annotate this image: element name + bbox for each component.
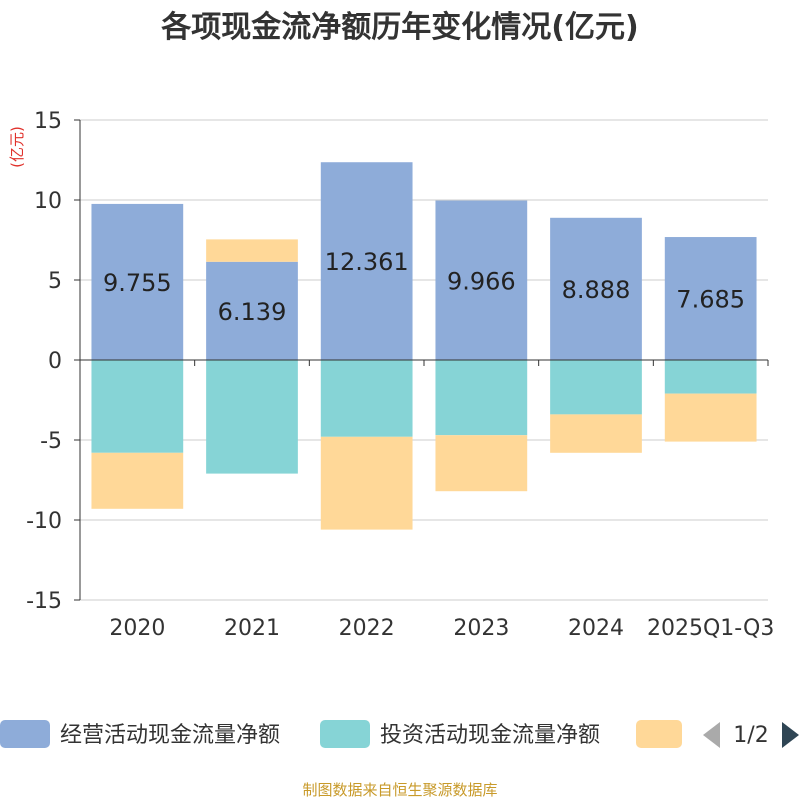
x-tick-label: 2025Q1-Q3	[647, 616, 774, 641]
data-label: 8.888	[562, 276, 631, 304]
data-label: 7.685	[676, 286, 745, 314]
chart-title: 各项现金流净额历年变化情况(亿元)	[160, 10, 638, 45]
bar-series0-2023[interactable]	[435, 200, 528, 360]
data-label: 12.361	[325, 248, 409, 276]
legend-prev-page-icon[interactable]	[703, 722, 720, 748]
data-label: 9.966	[447, 267, 516, 295]
y-tick-label: -5	[40, 429, 62, 454]
y-tick-label: -10	[26, 509, 62, 534]
bar-series1-2020[interactable]	[91, 360, 184, 453]
bar-series1-2022[interactable]	[320, 360, 413, 437]
legend-swatch-investing[interactable]	[320, 720, 370, 748]
data-label: 9.755	[103, 269, 172, 297]
y-tick-label: 5	[48, 269, 62, 294]
legend-next-page-icon[interactable]	[782, 722, 799, 748]
y-tick-labels: 15 10 5 0 -5 -10 -15	[26, 109, 62, 614]
bar-series2-2024[interactable]	[550, 414, 642, 453]
grid-lines	[80, 119, 768, 601]
legend-label-operating[interactable]: 经营活动现金流量净额	[60, 723, 280, 748]
legend-page-indicator: 1/2	[733, 723, 768, 748]
bar-series2-2023[interactable]	[435, 435, 528, 492]
bar-series2-2025Q1-Q3[interactable]	[664, 393, 757, 442]
legend-swatch-financing[interactable]	[636, 720, 682, 748]
bar-series0-2020[interactable]	[91, 203, 184, 360]
x-tick-label: 2024	[568, 616, 624, 641]
bar-series1-2024[interactable]	[550, 360, 642, 415]
bar-series0-2021[interactable]	[206, 261, 298, 360]
bar-series1-2025Q1-Q3[interactable]	[664, 360, 757, 394]
bar-series1-2023[interactable]	[435, 360, 528, 436]
x-tick-label: 2021	[224, 616, 280, 641]
legend: 经营活动现金流量净额 投资活动现金流量净额 1/2	[0, 720, 799, 748]
bar-series2-2020[interactable]	[91, 452, 184, 509]
data-labels: 9.755 6.139 12.361 9.966 8.888 7.685	[103, 248, 745, 326]
x-tick-label: 2023	[453, 616, 509, 641]
bars	[91, 162, 757, 530]
bar-series2-2021[interactable]	[206, 239, 298, 262]
bar-series1-2021[interactable]	[206, 360, 298, 474]
legend-swatch-operating[interactable]	[0, 720, 50, 748]
x-tick-label: 2022	[339, 616, 395, 641]
bar-series0-2024[interactable]	[550, 217, 642, 360]
bar-series0-2022[interactable]	[320, 162, 413, 360]
y-tick-label: 15	[34, 109, 62, 134]
data-label: 6.139	[218, 298, 287, 326]
bar-series0-2025Q1-Q3[interactable]	[664, 237, 757, 360]
axes	[74, 119, 769, 601]
legend-label-investing[interactable]: 投资活动现金流量净额	[380, 723, 600, 748]
x-tick-labels: 2020 2021 2022 2023 2024 2025Q1-Q3	[109, 616, 774, 641]
x-tick-label: 2020	[109, 616, 165, 641]
y-tick-label: 10	[34, 189, 62, 214]
y-tick-label: 0	[48, 349, 62, 374]
y-tick-label: -15	[26, 589, 62, 614]
source-footer: 制图数据来自恒生聚源数据库	[302, 781, 497, 799]
bar-series2-2022[interactable]	[320, 436, 413, 530]
y-axis-unit-label: (亿元)	[8, 126, 26, 168]
